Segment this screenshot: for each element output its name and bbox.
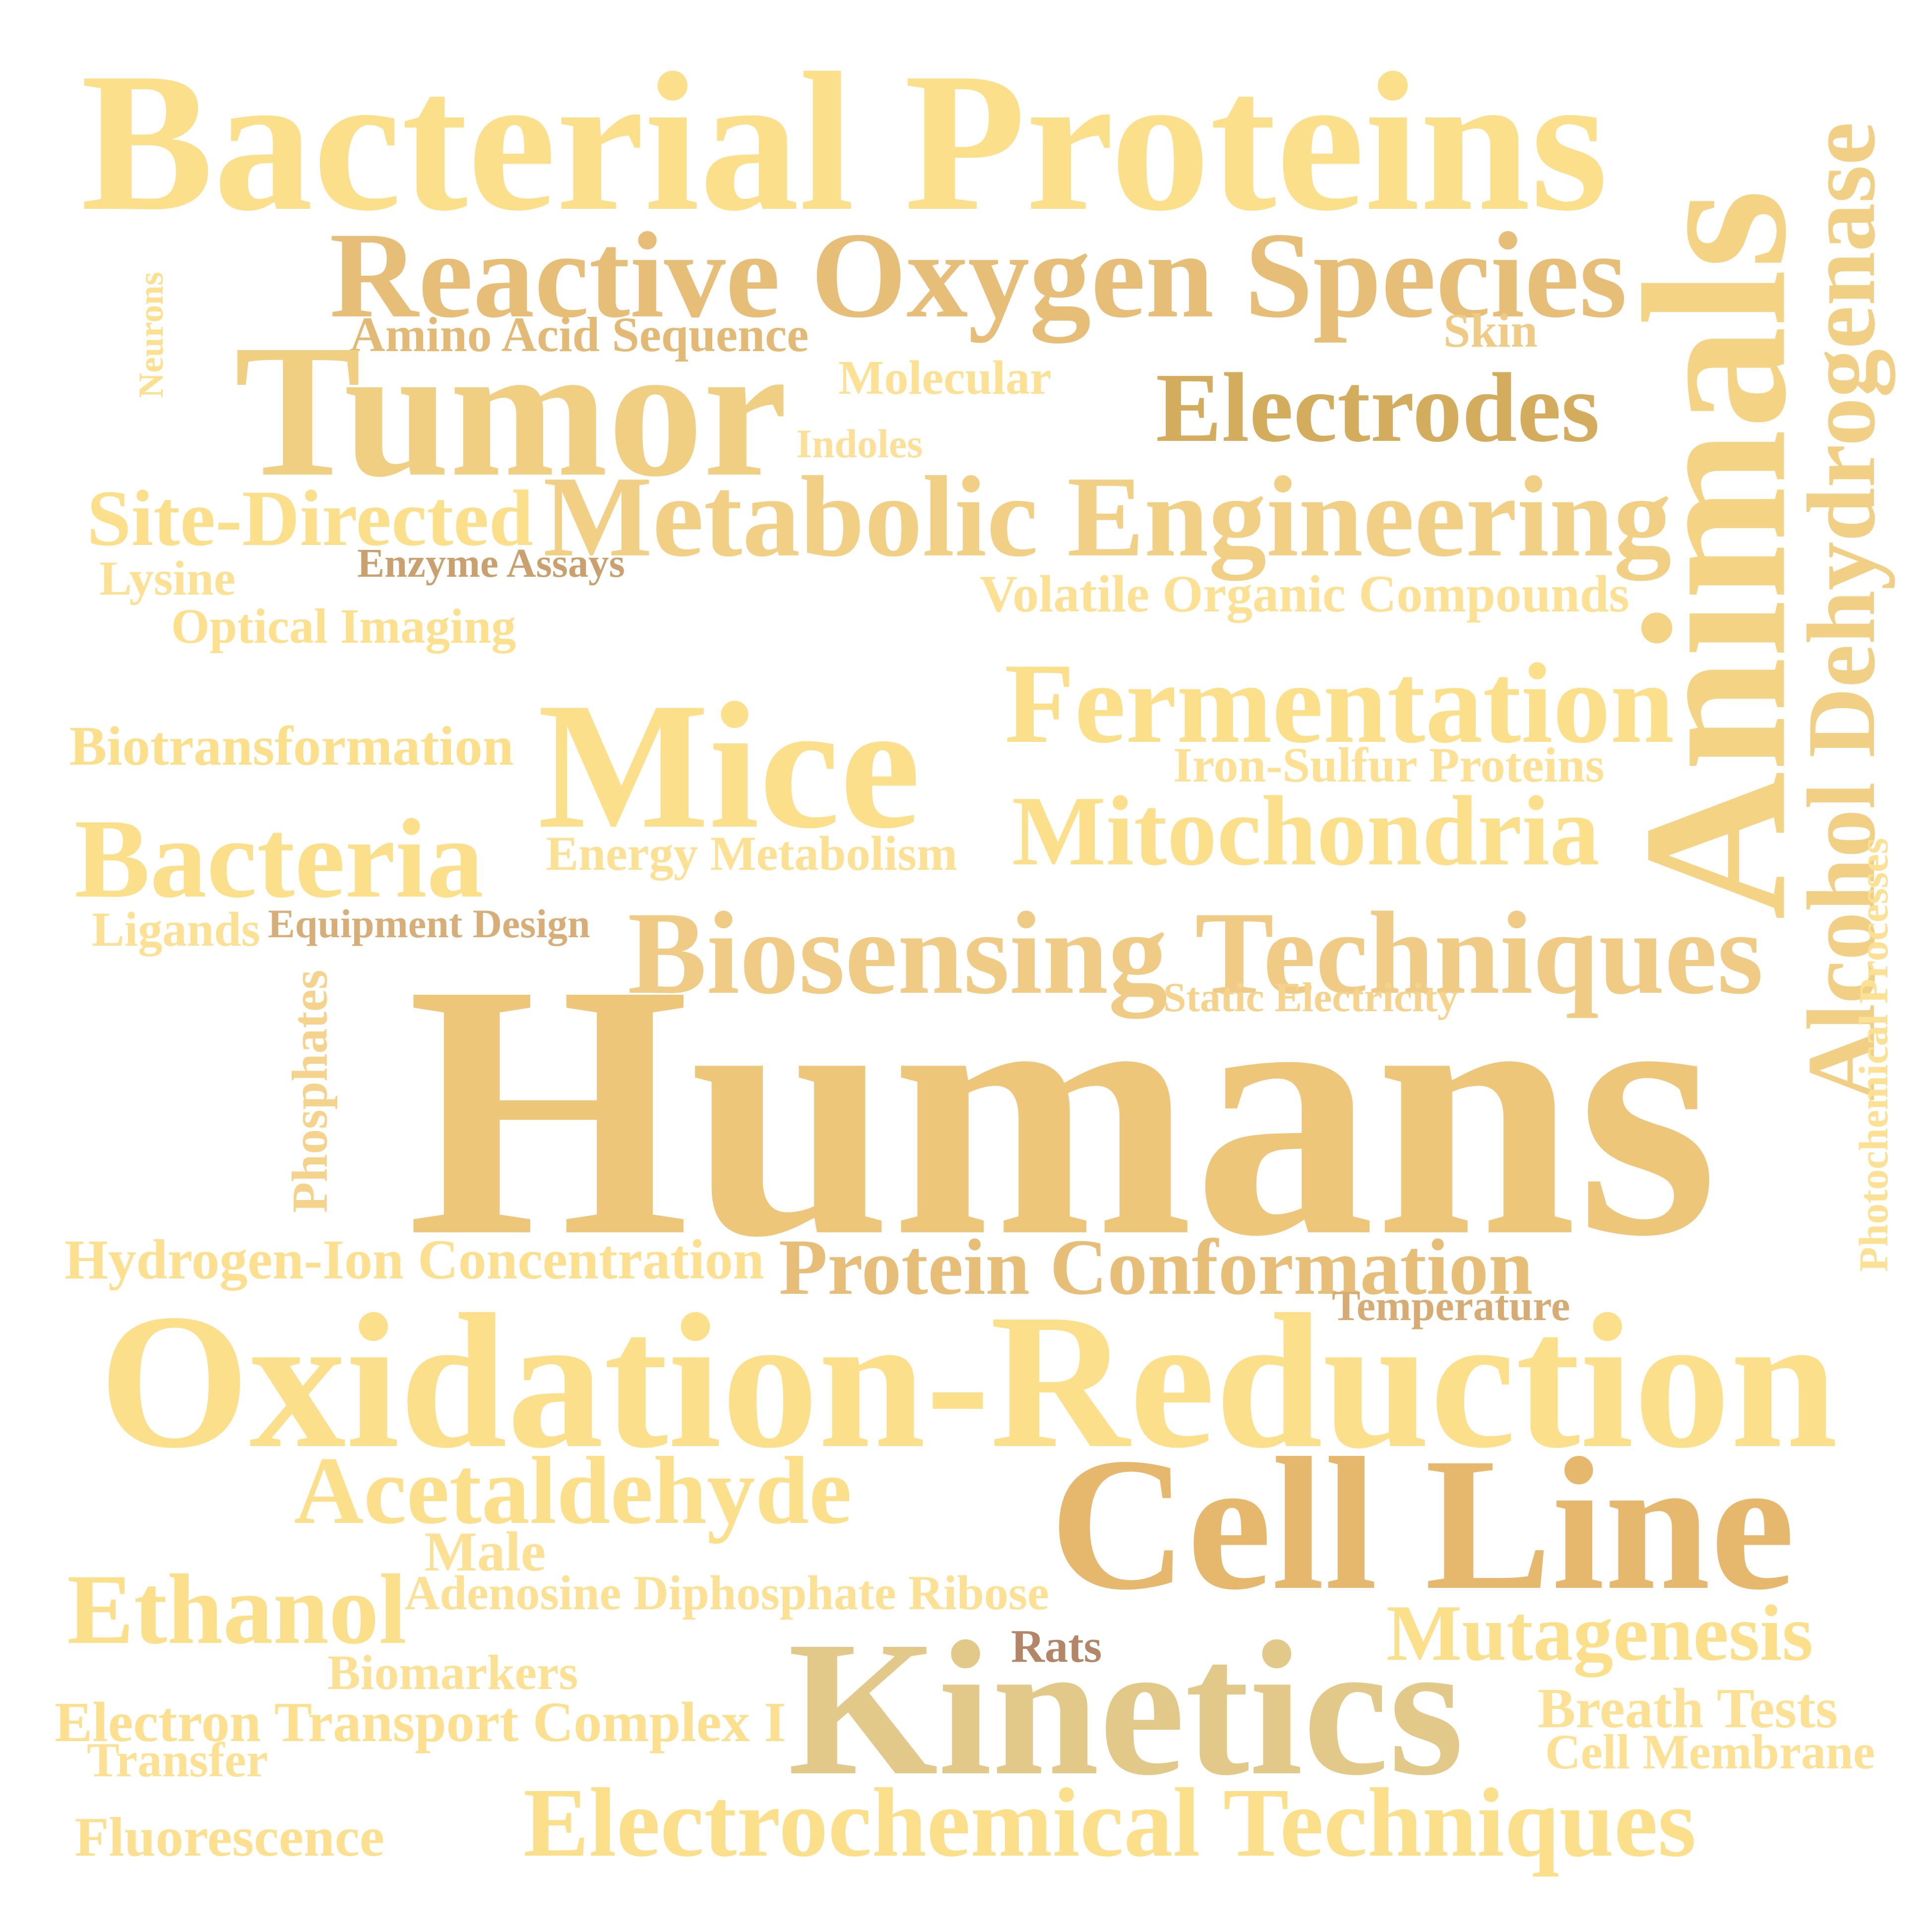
word-male: Male: [424, 1520, 546, 1583]
word-humans: Humans: [407, 909, 1718, 1311]
word-volatile-organic-compounds: Volatile Organic Compounds: [980, 564, 1629, 623]
word-cell-line: Cell Line: [1050, 1418, 1795, 1629]
word-temperature: Temperature: [1332, 1281, 1570, 1329]
word-rats: Rats: [1011, 1621, 1102, 1672]
word-fluorescence: Fluorescence: [74, 1806, 384, 1868]
word-mitochondria: Mitochondria: [1012, 775, 1600, 886]
word-electron-transport-complex-i: Electron Transport Complex I: [55, 1690, 786, 1753]
word-molecular: Molecular: [838, 351, 1052, 405]
word-adenosine-diphosphate-ribose: Adenosine Diphosphate Ribose: [404, 1566, 1049, 1620]
word-neurons: Neurons: [131, 271, 171, 398]
word-enzyme-assays: Enzyme Assays: [357, 540, 625, 586]
word-bacteria: Bacteria: [74, 796, 484, 921]
word-transfer: Transfer: [87, 1733, 268, 1787]
word-metabolic-engineering: Metabolic Engineering: [543, 453, 1672, 581]
word-tumor: Tumor: [234, 304, 788, 516]
word-protein-conformation: Protein Conformation: [779, 1222, 1533, 1311]
word-ethanol: Ethanol: [67, 1554, 407, 1665]
word-biosensing-techniques: Biosensing Techniques: [627, 887, 1763, 1019]
word-ligands: Ligands: [92, 902, 260, 957]
word-skin: Skin: [1443, 304, 1538, 358]
word-indoles: Indoles: [796, 421, 923, 466]
word-kinetics: Kinetics: [788, 1601, 1464, 1815]
word-acetaldehyde: Acetaldehyde: [294, 1438, 852, 1544]
word-optical-imaging: Optical Imaging: [171, 598, 516, 654]
word-mice: Mice: [538, 665, 921, 866]
word-oxidation-reduction: Oxidation-Reduction: [99, 1274, 1838, 1488]
word-cell-membrane: Cell Membrane: [1545, 1724, 1875, 1779]
word-biotransformation: Biotransformation: [69, 715, 514, 777]
word-reactive-oxygen-species: Reactive Oxygen Species: [329, 207, 1627, 343]
word-biomarkers: Biomarkers: [327, 1644, 578, 1700]
word-amino-acid-sequence: Amino Acid Sequence: [350, 307, 809, 362]
word-mutagenesis: Mutagenesis: [1386, 1588, 1813, 1677]
word-animals: Animals: [1601, 188, 1829, 920]
word-lysine: Lysine: [99, 551, 236, 605]
word-fermentation: Fermentation: [1004, 640, 1675, 767]
word-site-directed: Site-Directed: [87, 474, 534, 562]
word-static-electricity: Static Electricity: [1163, 975, 1458, 1021]
word-phosphates: Phosphates: [282, 969, 338, 1213]
word-electrodes: Electrodes: [1156, 353, 1600, 463]
word-energy-metabolism: Energy Metabolism: [546, 827, 957, 881]
word-equipment-design: Equipment Design: [268, 901, 590, 946]
word-electrochemical-techniques: Electrochemical Techniques: [523, 1767, 1696, 1877]
word-photochemical-processes: Photochemical Processes: [1851, 838, 1897, 1272]
word-iron-sulfur-proteins: Iron-Sulfur Proteins: [1173, 737, 1605, 792]
word-breath-tests: Breath Tests: [1538, 1677, 1838, 1740]
word-hydrogen-ion-concentration: Hydrogen-Ion Concentration: [64, 1228, 764, 1291]
word-bacterial-proteins: Bacterial Proteins: [81, 31, 1608, 252]
